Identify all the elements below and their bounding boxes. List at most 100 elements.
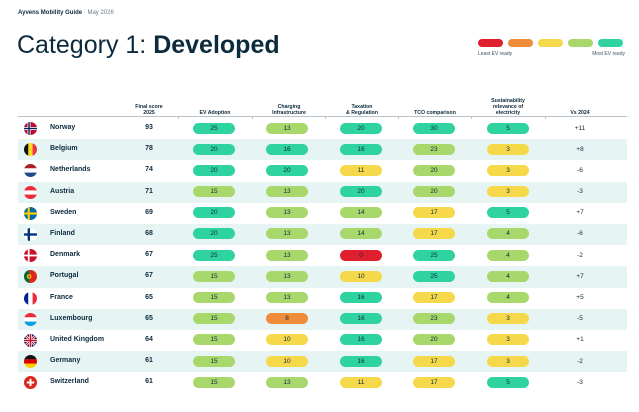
header-ev-adoption: EV Adoption — [178, 110, 252, 116]
tco-comparison-score-pill: 17 — [413, 376, 455, 388]
tco-comparison-score-pill: 25 — [413, 270, 455, 282]
vs-2024-change: +7 — [576, 209, 584, 217]
table-row: Belgium 78 20 16 16 23 3 +8 — [18, 139, 627, 161]
final-score: 64 — [145, 335, 153, 343]
country-name: Belgium — [50, 145, 78, 153]
vs-2024-change: -2 — [577, 357, 583, 365]
taxation-regulation-score-pill: 16 — [340, 313, 382, 325]
final-score: 78 — [145, 145, 153, 153]
sustainability-relevance-score-pill: 3 — [487, 313, 529, 325]
vs-2024-change: -6 — [577, 230, 583, 238]
header-taxation-line1: Taxation — [351, 104, 373, 110]
header-taxation-line2: & Regulation — [346, 110, 378, 116]
header-final-score-line1: Final score — [135, 104, 163, 110]
uk-flag-icon — [24, 333, 37, 347]
legend-pill-1 — [478, 39, 503, 47]
sustainability-relevance-score-pill: 4 — [487, 228, 529, 240]
header-sustainability: Sustainability relevance of electricity — [471, 98, 545, 116]
tco-comparison-score-pill: 23 — [413, 313, 455, 325]
charging-infrastructure-score-pill: 13 — [266, 228, 308, 240]
sustainability-relevance-score-pill: 5 — [487, 376, 529, 388]
belgium-flag-icon — [24, 143, 37, 157]
vs-2024-change: -5 — [577, 315, 583, 323]
header-tco: TCO comparison — [398, 110, 472, 116]
ev-adoption-score-pill: 15 — [193, 355, 235, 367]
ev-adoption-score-pill: 20 — [193, 207, 235, 219]
table-row: Portugal 67 15 13 10 25 4 +7 — [18, 266, 627, 288]
column-divider — [545, 116, 546, 119]
vs-2024-change: -2 — [577, 251, 583, 259]
ev-adoption-score-pill: 25 — [193, 122, 235, 134]
sustainability-relevance-score-pill: 4 — [487, 292, 529, 303]
taxation-regulation-score-pill: 11 — [340, 376, 382, 388]
table-row: Sweden 69 20 13 14 17 5 +7 — [18, 203, 627, 224]
ev-adoption-score-pill: 15 — [193, 270, 235, 282]
charging-infrastructure-score-pill: 10 — [266, 334, 308, 346]
header-vs-2024-line1: Vs 2024 — [570, 110, 590, 116]
tco-comparison-score-pill: 17 — [413, 228, 455, 240]
header-charging: Charging Infrastructure — [252, 104, 326, 116]
title-category-name: Developed — [153, 31, 280, 59]
brand-name: Ayvens Mobility Guide — [18, 10, 83, 16]
taxation-regulation-score-pill: 14 — [340, 228, 382, 240]
tco-comparison-score-pill: 20 — [413, 186, 455, 198]
tco-comparison-score-pill: 20 — [413, 334, 455, 346]
taxation-regulation-score-pill: 0 — [340, 249, 382, 261]
report-header: Ayvens Mobility Guide · May 2026 — [18, 10, 114, 16]
final-score: 93 — [145, 124, 153, 131]
page-title: Category 1: Developed — [17, 28, 280, 62]
charging-infrastructure-score-pill: 13 — [266, 270, 308, 282]
taxation-regulation-score-pill: 16 — [340, 355, 382, 367]
sustainability-relevance-score-pill: 4 — [487, 249, 529, 261]
header-final-score: Final score 2025 — [129, 104, 169, 116]
vs-2024-change: -6 — [577, 166, 583, 174]
country-name: Switzerland — [50, 378, 89, 386]
column-divider — [178, 116, 179, 119]
sustainability-relevance-score-pill: 4 — [487, 270, 529, 282]
germany-flag-icon — [24, 355, 37, 369]
column-divider — [325, 116, 326, 119]
taxation-regulation-score-pill: 11 — [340, 164, 382, 176]
vs-2024-change: +11 — [574, 124, 586, 132]
header-separator: · — [83, 10, 86, 16]
final-score: 74 — [145, 166, 153, 174]
header-sustainability-line3: electricity — [495, 110, 521, 116]
header-sustainability-line1: Sustainability — [491, 98, 525, 104]
ev-adoption-score-pill: 20 — [193, 164, 235, 176]
austria-flag-icon — [24, 185, 37, 199]
tco-comparison-score-pill: 30 — [413, 122, 455, 134]
luxembourg-flag-icon — [24, 312, 37, 326]
taxation-regulation-score-pill: 20 — [340, 122, 382, 134]
title-prefix: Category 1: — [17, 31, 154, 59]
table-row: United Kingdom 64 15 10 16 20 3 +1 — [18, 330, 627, 351]
taxation-regulation-score-pill: 16 — [340, 334, 382, 346]
netherlands-flag-icon — [24, 164, 37, 178]
tco-comparison-score-pill: 20 — [413, 164, 455, 176]
vs-2024-change: +5 — [576, 294, 584, 301]
country-name: United Kingdom — [50, 335, 105, 343]
sustainability-relevance-score-pill: 5 — [487, 207, 529, 219]
vs-2024-change: +7 — [576, 272, 584, 280]
table-row: Austria 71 15 13 20 20 3 -3 — [18, 181, 627, 203]
ev-adoption-score-pill: 25 — [193, 249, 235, 261]
legend-least-label: Least EV ready — [478, 51, 513, 57]
legend-pill-4 — [568, 39, 593, 47]
table-row: Norway 93 25 13 20 30 5 +11 — [18, 118, 627, 139]
ev-adoption-score-pill: 15 — [193, 334, 235, 346]
final-score: 67 — [145, 251, 153, 259]
column-divider — [398, 116, 399, 119]
header-sustainability-line2: relevance of — [492, 104, 524, 110]
ev-adoption-score-pill: 15 — [193, 292, 235, 303]
charging-infrastructure-score-pill: 13 — [266, 122, 308, 134]
header-charging-line1: Charging — [277, 104, 301, 110]
ev-adoption-score-pill: 15 — [193, 186, 235, 198]
ev-adoption-score-pill: 20 — [193, 143, 235, 155]
final-score: 61 — [145, 357, 153, 365]
sustainability-relevance-score-pill: 3 — [487, 186, 529, 198]
taxation-regulation-score-pill: 16 — [340, 292, 382, 303]
table-row: Denmark 67 25 13 0 25 4 -2 — [18, 245, 627, 266]
report-date: May 2026 — [87, 10, 114, 16]
finland-flag-icon — [24, 227, 37, 241]
final-score: 67 — [145, 272, 153, 280]
legend-most-label: Most EV ready — [592, 51, 625, 57]
